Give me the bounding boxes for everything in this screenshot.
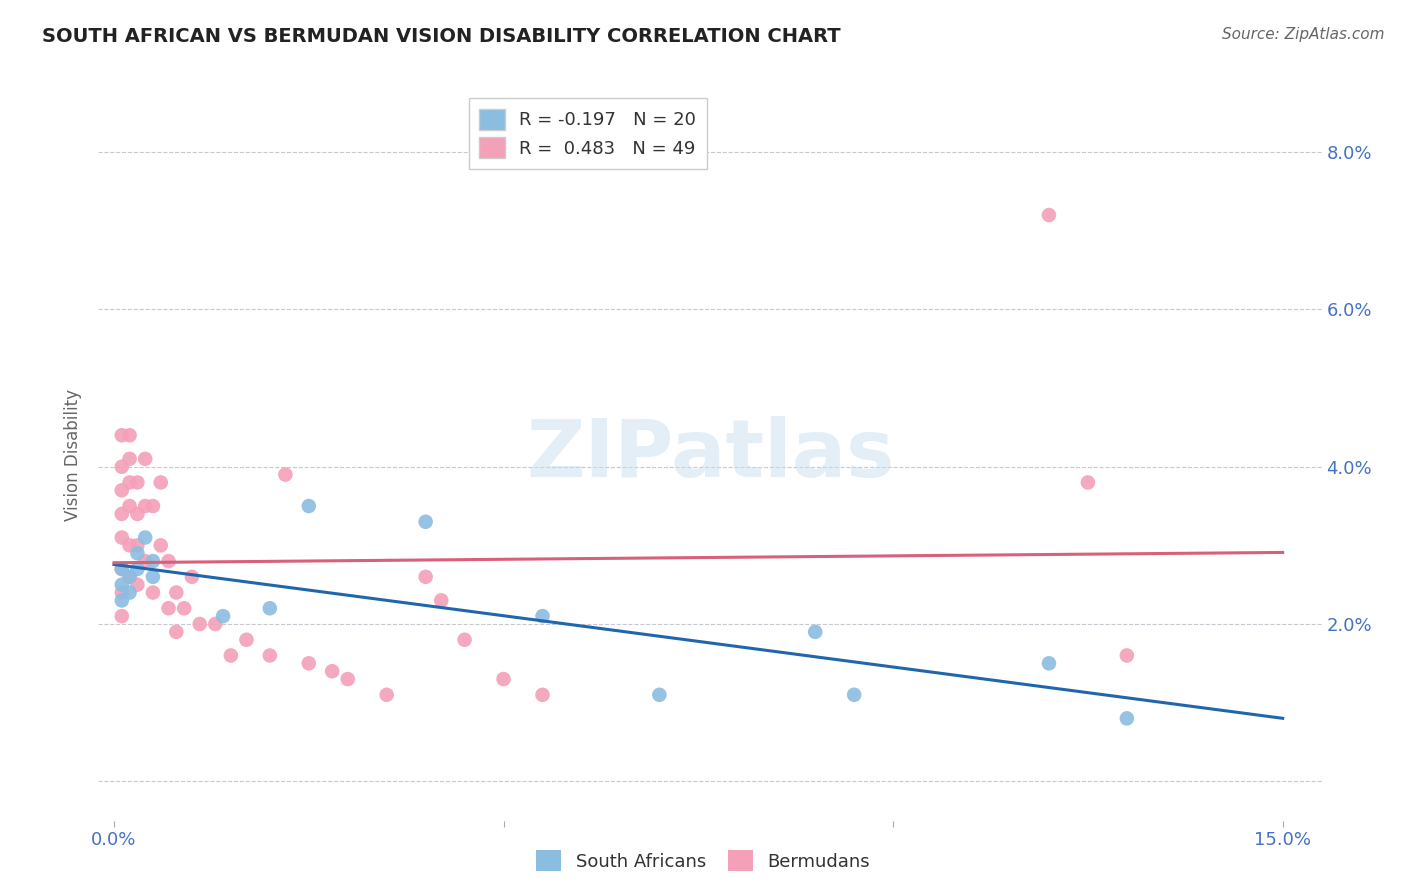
Point [118, 538, 141, 552]
Point [298, 657, 321, 671]
Point [142, 499, 165, 513]
Point [298, 499, 321, 513]
Point [375, 688, 398, 702]
Point [111, 459, 134, 474]
Point [118, 499, 141, 513]
Point [1038, 208, 1060, 222]
Point [111, 507, 134, 521]
Point [149, 475, 172, 490]
Point [415, 570, 437, 584]
Point [142, 554, 165, 568]
Point [321, 664, 343, 678]
Point [259, 601, 281, 615]
Point [127, 562, 149, 576]
Point [259, 648, 281, 663]
Point [118, 475, 141, 490]
Text: Source: ZipAtlas.com: Source: ZipAtlas.com [1222, 27, 1385, 42]
Point [844, 688, 866, 702]
Point [134, 554, 156, 568]
Point [274, 467, 297, 482]
Point [111, 585, 134, 599]
Point [127, 507, 149, 521]
Point [415, 515, 437, 529]
Point [118, 428, 141, 442]
Point [118, 451, 141, 466]
Legend: R = -0.197   N = 20, R =  0.483   N = 49: R = -0.197 N = 20, R = 0.483 N = 49 [468, 98, 707, 169]
Point [118, 585, 141, 599]
Point [142, 570, 165, 584]
Text: SOUTH AFRICAN VS BERMUDAN VISION DISABILITY CORRELATION CHART: SOUTH AFRICAN VS BERMUDAN VISION DISABIL… [42, 27, 841, 45]
Text: ZIPatlas: ZIPatlas [526, 416, 894, 494]
Point [453, 632, 475, 647]
Point [111, 593, 134, 607]
Point [111, 483, 134, 498]
Point [111, 562, 134, 576]
Point [1115, 711, 1137, 725]
Point [219, 648, 242, 663]
Point [336, 672, 359, 686]
Point [134, 531, 156, 545]
Point [127, 577, 149, 591]
Point [157, 601, 180, 615]
Point [165, 624, 187, 639]
Point [180, 570, 202, 584]
Point [212, 609, 235, 624]
Point [430, 593, 453, 607]
Point [127, 546, 149, 560]
Point [111, 609, 134, 624]
Point [111, 531, 134, 545]
Point [134, 499, 156, 513]
Point [157, 554, 180, 568]
Y-axis label: Vision Disability: Vision Disability [65, 389, 83, 521]
Point [111, 577, 134, 591]
Point [531, 609, 554, 624]
Point [118, 570, 141, 584]
Point [648, 688, 671, 702]
Point [142, 585, 165, 599]
Point [165, 585, 187, 599]
Point [204, 617, 226, 632]
Point [804, 624, 827, 639]
Legend: South Africans, Bermudans: South Africans, Bermudans [529, 843, 877, 879]
Point [134, 451, 156, 466]
Point [127, 475, 149, 490]
Point [149, 538, 172, 552]
Point [188, 617, 211, 632]
Point [111, 562, 134, 576]
Point [531, 688, 554, 702]
Point [235, 632, 257, 647]
Point [1077, 475, 1099, 490]
Point [1115, 648, 1137, 663]
Point [1038, 657, 1060, 671]
Point [492, 672, 515, 686]
Point [127, 538, 149, 552]
Point [173, 601, 195, 615]
Point [118, 570, 141, 584]
Point [111, 428, 134, 442]
